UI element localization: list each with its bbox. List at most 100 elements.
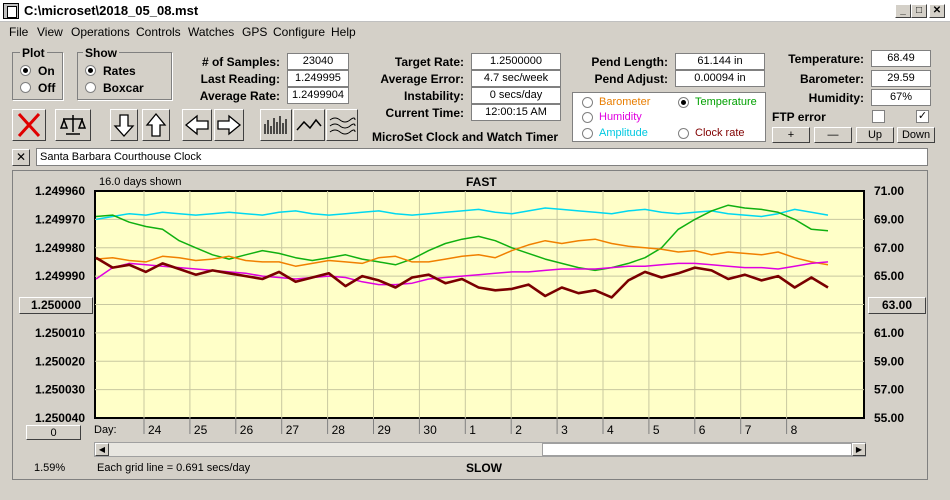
avg-rate-value: 1.2499904 (287, 87, 349, 104)
menu-view[interactable]: View (37, 25, 63, 39)
left-tick-label: 1.250030 (35, 383, 85, 397)
line-view-button[interactable] (293, 109, 325, 141)
slow-label: SLOW (466, 461, 502, 475)
ftp-error-label: FTP error (772, 110, 826, 124)
title-bar: C:\microset\2018_05_08.mst _ □ ✕ (0, 0, 950, 22)
x-tick-label: 7 (745, 423, 752, 437)
arrow-up-icon (145, 112, 167, 137)
center-temp-button[interactable]: 63.00 (868, 297, 926, 314)
clock-name-input[interactable]: Santa Barbara Courthouse Clock (36, 148, 928, 166)
clock-rate-radio[interactable] (678, 128, 689, 139)
stop-x-icon (17, 112, 41, 138)
horizontal-scrollbar[interactable]: ◀ ▶ (94, 442, 866, 457)
plot-on-label: On (38, 64, 55, 78)
close-window-button[interactable]: ✕ (929, 4, 945, 18)
x-tick-label: 6 (699, 423, 706, 437)
show-boxcar-radio[interactable] (85, 82, 96, 93)
plot-on-radio[interactable] (20, 65, 31, 76)
series-select-panel: Barometer Temperature Humidity Amplitude… (572, 92, 766, 142)
menu-operations[interactable]: Operations (71, 25, 130, 39)
ftp-checkbox-1[interactable] (872, 110, 885, 123)
x-tick-label: 27 (286, 423, 300, 437)
minus-button[interactable]: — (814, 127, 852, 143)
menu-watches[interactable]: Watches (188, 25, 235, 39)
right-tick-label: 57.00 (874, 383, 904, 397)
scroll-right-button[interactable]: ▶ (852, 443, 866, 456)
amplitude-radio[interactable] (582, 128, 593, 139)
plot-group-title: Plot (20, 46, 47, 60)
current-time-value: 12:00:15 AM (471, 104, 561, 121)
x-tick-label: 1 (469, 423, 476, 437)
show-rates-label: Rates (103, 64, 136, 78)
clock-rate-option-label: Clock rate (695, 127, 745, 139)
down-arrow-button[interactable] (110, 109, 138, 141)
bar-graph-icon (264, 116, 287, 134)
clear-clock-button[interactable]: ✕ (12, 149, 30, 166)
up-button[interactable]: Up (856, 127, 894, 143)
grid-note: Each grid line = 0.691 secs/day (97, 462, 251, 474)
center-rate-button[interactable]: 1.250000 (19, 297, 93, 314)
right-tick-label: 71.00 (874, 184, 904, 198)
arrow-right-icon (217, 114, 242, 136)
window-title: C:\microset\2018_05_08.mst (24, 3, 199, 18)
app-name: MicroSet Clock and Watch Timer (372, 130, 559, 144)
humidity-radio[interactable] (582, 112, 593, 123)
right-tick-label: 55.00 (874, 411, 904, 425)
plot-off-radio[interactable] (20, 82, 31, 93)
scroll-left-button[interactable]: ◀ (95, 443, 109, 456)
menu-gps[interactable]: GPS (242, 25, 268, 39)
temperature-radio[interactable] (678, 97, 689, 108)
left-arrow-button[interactable] (182, 109, 212, 141)
menu-help[interactable]: Help (331, 25, 356, 39)
maximize-button[interactable]: □ (911, 4, 927, 18)
plot-off-label: Off (38, 81, 56, 95)
bars-view-button[interactable] (260, 109, 292, 141)
up-arrow-button[interactable] (142, 109, 170, 141)
fast-label: FAST (466, 175, 497, 189)
x-tick-label: 3 (561, 423, 568, 437)
scroll-thumb[interactable] (542, 443, 852, 456)
x-tick-label: 8 (791, 423, 798, 437)
days-shown-label: 16.0 days shown (99, 176, 182, 188)
instability-label: Instability: (403, 89, 464, 103)
down-button[interactable]: Down (897, 127, 935, 143)
right-tick-label: 67.00 (874, 241, 904, 255)
barometer-radio[interactable] (582, 97, 593, 108)
x-tick-label: 28 (332, 423, 346, 437)
x-tick-label: 30 (423, 423, 437, 437)
humidity-option-label: Humidity (599, 111, 642, 123)
plus-button[interactable]: + (772, 127, 810, 143)
temperature-option-label: Temperature (695, 96, 757, 108)
x-tick-label: 5 (653, 423, 660, 437)
wave-view-button[interactable] (326, 109, 358, 141)
chart-panel (12, 170, 928, 480)
zero-button[interactable]: 0 (26, 425, 81, 440)
right-arrow-button[interactable] (214, 109, 244, 141)
app-icon (3, 3, 19, 19)
right-tick-label: 61.00 (874, 326, 904, 340)
left-tick-label: 1.249970 (35, 212, 85, 226)
menu-file[interactable]: File (9, 25, 29, 39)
arrow-left-icon (184, 114, 209, 136)
barometer-value: 29.59 (871, 70, 931, 87)
left-tick-label: 1.249990 (35, 269, 85, 283)
ftp-checkbox-2[interactable]: ✓ (916, 110, 929, 123)
balance-scale-icon (59, 115, 87, 135)
minimize-button[interactable]: _ (895, 4, 911, 18)
show-rates-radio[interactable] (85, 65, 96, 76)
humidity-value: 67% (871, 89, 931, 106)
stop-button[interactable] (12, 109, 46, 141)
balance-button[interactable] (55, 109, 91, 141)
temperature-value: 68.49 (871, 50, 931, 67)
series-line-clock-rate (95, 256, 829, 299)
avg-error-value: 4.7 sec/week (471, 70, 561, 87)
percent-readout: 1.59% (34, 462, 66, 474)
menu-controls[interactable]: Controls (136, 25, 181, 39)
right-tick-label: 69.00 (874, 212, 904, 226)
pend-length-value: 61.144 in (675, 53, 765, 70)
x-tick-label: 26 (240, 423, 254, 437)
menu-configure[interactable]: Configure (273, 25, 326, 39)
series-line-amplitude (95, 207, 829, 221)
x-tick-label: 25 (194, 423, 208, 437)
